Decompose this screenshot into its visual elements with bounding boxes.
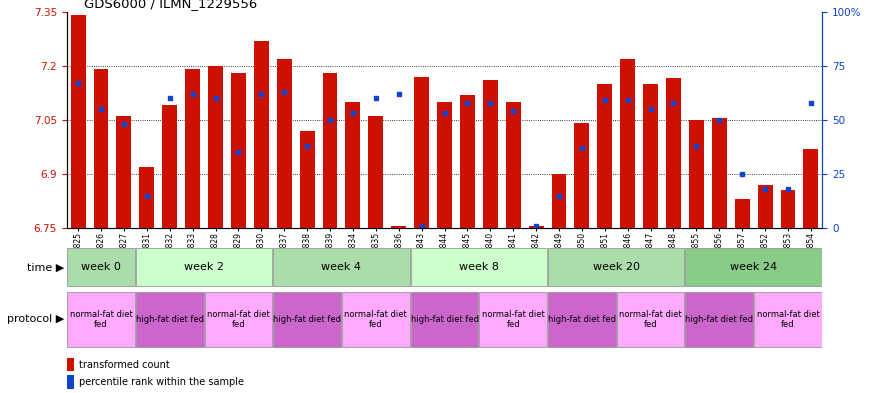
Bar	[71, 15, 85, 228]
Text: week 8: week 8	[459, 262, 499, 272]
Bar	[276, 59, 292, 228]
Text: normal-fat diet
fed: normal-fat diet fed	[757, 310, 820, 329]
Bar	[689, 120, 704, 228]
Text: high-fat diet fed: high-fat diet fed	[685, 315, 753, 324]
Bar	[68, 292, 135, 347]
Bar	[685, 248, 821, 286]
Bar	[391, 226, 406, 228]
Bar	[551, 174, 566, 228]
Text: normal-fat diet
fed: normal-fat diet fed	[207, 310, 269, 329]
Bar	[621, 59, 635, 228]
Text: transformed count: transformed count	[79, 360, 170, 370]
Bar	[734, 199, 749, 228]
Bar	[163, 105, 177, 228]
Bar	[574, 123, 589, 228]
Bar	[685, 292, 753, 347]
Bar	[323, 73, 338, 228]
Text: protocol ▶: protocol ▶	[7, 314, 64, 324]
Bar	[185, 70, 200, 228]
Bar	[368, 116, 383, 228]
Bar	[529, 226, 543, 228]
Bar	[68, 248, 135, 286]
Text: time ▶: time ▶	[27, 262, 64, 272]
Bar	[273, 248, 410, 286]
Bar	[597, 84, 613, 228]
Bar	[666, 79, 681, 228]
Bar	[116, 116, 132, 228]
Bar	[254, 40, 268, 228]
Bar	[231, 73, 246, 228]
Bar	[548, 248, 685, 286]
Bar	[754, 292, 821, 347]
Text: high-fat diet fed: high-fat diet fed	[411, 315, 478, 324]
Bar	[140, 167, 155, 228]
Bar	[460, 95, 475, 228]
Text: normal-fat diet
fed: normal-fat diet fed	[482, 310, 545, 329]
Bar	[804, 149, 818, 228]
Bar	[506, 102, 521, 228]
Text: high-fat diet fed: high-fat diet fed	[136, 315, 204, 324]
Text: normal-fat diet
fed: normal-fat diet fed	[69, 310, 132, 329]
Bar	[617, 292, 685, 347]
Bar	[136, 248, 272, 286]
Text: GDS6000 / ILMN_1229556: GDS6000 / ILMN_1229556	[84, 0, 258, 10]
Text: week 0: week 0	[81, 262, 121, 272]
Text: week 24: week 24	[730, 262, 777, 272]
Text: normal-fat diet
fed: normal-fat diet fed	[620, 310, 682, 329]
Bar	[479, 292, 547, 347]
Bar	[548, 292, 616, 347]
Bar	[411, 248, 547, 286]
Bar	[781, 190, 796, 228]
Text: week 4: week 4	[322, 262, 362, 272]
Bar	[136, 292, 204, 347]
Bar	[437, 102, 452, 228]
Text: week 20: week 20	[593, 262, 640, 272]
Bar	[300, 131, 315, 228]
Bar	[204, 292, 272, 347]
Bar	[712, 118, 726, 228]
Text: percentile rank within the sample: percentile rank within the sample	[79, 377, 244, 387]
Text: high-fat diet fed: high-fat diet fed	[273, 315, 341, 324]
Text: week 2: week 2	[184, 262, 224, 272]
Bar	[273, 292, 341, 347]
Bar	[643, 84, 658, 228]
Bar	[93, 70, 108, 228]
Bar	[483, 80, 498, 228]
Bar	[411, 292, 478, 347]
Bar	[67, 358, 74, 371]
Bar	[208, 66, 223, 228]
Text: normal-fat diet
fed: normal-fat diet fed	[344, 310, 407, 329]
Bar	[346, 102, 360, 228]
Text: high-fat diet fed: high-fat diet fed	[548, 315, 616, 324]
Bar	[342, 292, 410, 347]
Bar	[67, 375, 74, 389]
Bar	[414, 77, 429, 228]
Bar	[757, 185, 773, 228]
